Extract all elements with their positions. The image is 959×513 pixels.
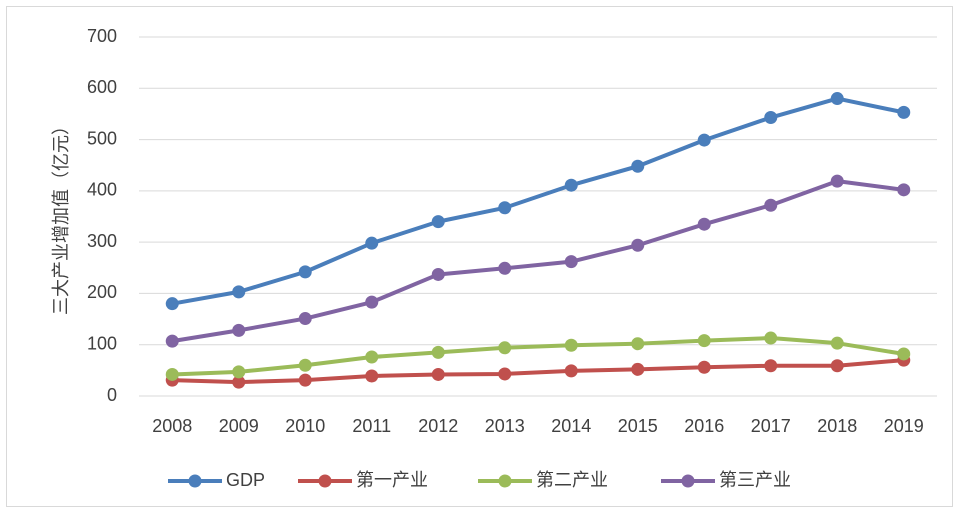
data-point — [697, 360, 711, 374]
data-point — [830, 174, 844, 188]
data-point — [232, 375, 246, 389]
data-point — [830, 359, 844, 373]
x-tick-label: 2012 — [418, 416, 458, 436]
data-point — [897, 183, 911, 197]
data-point — [830, 92, 844, 106]
data-point — [298, 265, 312, 279]
chart-frame — [6, 6, 953, 507]
x-tick-label: 2009 — [219, 416, 259, 436]
data-point — [365, 369, 379, 383]
data-point — [165, 334, 179, 348]
legend-label: 第二产业 — [536, 470, 608, 490]
data-point — [697, 217, 711, 231]
y-tick-label: 400 — [87, 180, 117, 200]
data-point — [498, 341, 512, 355]
data-point — [232, 365, 246, 379]
data-point — [631, 362, 645, 376]
data-point — [564, 364, 578, 378]
y-tick-label: 100 — [87, 333, 117, 353]
data-point — [298, 373, 312, 387]
legend-marker — [318, 474, 332, 488]
data-point — [697, 334, 711, 348]
series-line — [172, 358, 904, 385]
x-tick-label: 2015 — [618, 416, 658, 436]
data-point — [365, 350, 379, 364]
x-tick-label: 2013 — [485, 416, 525, 436]
data-point — [365, 295, 379, 309]
series-line — [171, 179, 905, 344]
data-point — [431, 367, 445, 381]
series-line — [171, 96, 905, 306]
data-point — [564, 338, 578, 352]
x-tick-label: 2017 — [751, 416, 791, 436]
y-tick-label: 700 — [87, 26, 117, 46]
data-point — [298, 312, 312, 326]
data-point — [431, 345, 445, 359]
x-tick-label: 2016 — [684, 416, 724, 436]
data-point — [631, 337, 645, 351]
data-point — [631, 238, 645, 252]
legend-label: 第一产业 — [356, 470, 428, 490]
x-tick-label: 2014 — [551, 416, 591, 436]
series-line — [172, 336, 905, 377]
data-point — [298, 358, 312, 372]
data-point — [764, 359, 778, 373]
data-point — [564, 255, 578, 269]
data-point — [232, 323, 246, 337]
legend-label: GDP — [226, 470, 265, 490]
x-tick-label: 2011 — [352, 416, 391, 436]
y-tick-label: 600 — [87, 77, 117, 97]
x-tick-label: 2010 — [285, 416, 325, 436]
data-point — [764, 111, 778, 125]
data-point — [764, 198, 778, 212]
x-tick-label: 2008 — [152, 416, 192, 436]
legend-marker — [498, 474, 512, 488]
data-point — [365, 236, 379, 250]
y-tick-label: 500 — [87, 128, 117, 148]
y-tick-label: 300 — [87, 231, 117, 251]
data-point — [165, 297, 179, 311]
y-axis-label: 三大产业增加值（亿元） — [51, 117, 71, 315]
data-point — [498, 367, 512, 381]
legend-label: 第三产业 — [719, 470, 791, 490]
data-point — [897, 347, 911, 361]
data-point — [498, 261, 512, 275]
data-point — [564, 178, 578, 192]
data-point — [498, 201, 512, 215]
data-point — [431, 267, 445, 281]
data-point — [431, 215, 445, 229]
x-tick-label: 2019 — [884, 416, 924, 436]
data-point — [232, 285, 246, 299]
x-tick-label: 2018 — [817, 416, 857, 436]
data-point — [897, 105, 911, 119]
data-point — [165, 367, 179, 381]
data-point — [697, 133, 711, 147]
data-point — [631, 159, 645, 173]
legend-marker — [681, 474, 695, 488]
y-tick-label: 0 — [107, 385, 117, 405]
y-tick-label: 200 — [87, 282, 117, 302]
legend-marker — [188, 474, 202, 488]
data-point — [830, 336, 844, 350]
data-point — [764, 331, 778, 345]
